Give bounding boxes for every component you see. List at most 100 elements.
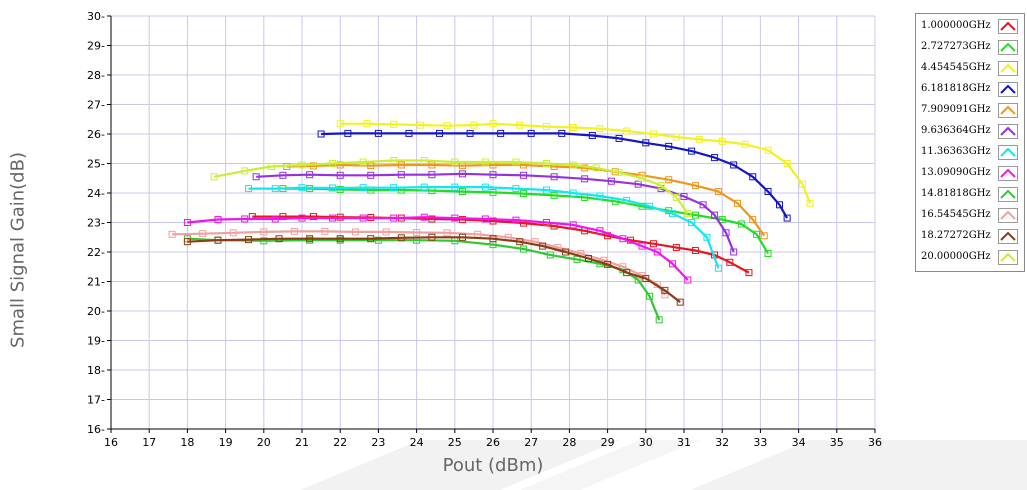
x-tick-label: 30	[639, 436, 653, 449]
data-point-marker	[329, 160, 337, 167]
legend-item-label: 6.181818GHz	[921, 83, 991, 94]
data-point-marker	[615, 168, 623, 176]
data-point-marker	[783, 160, 791, 167]
data-point-marker	[718, 216, 726, 224]
legend-item-label: 11.36363GHz	[921, 146, 991, 157]
data-point-marker	[665, 142, 673, 150]
data-point-marker	[619, 235, 627, 243]
legend-item: 16.54545GHz	[916, 206, 1024, 227]
data-point-marker	[245, 236, 253, 244]
data-point-marker	[443, 229, 451, 237]
data-point-marker	[271, 185, 279, 193]
data-point-marker	[691, 211, 699, 219]
data-point-marker	[359, 158, 367, 166]
x-tick-label: 19	[219, 436, 233, 449]
y-tick-label: 16-	[87, 423, 105, 436]
data-point-marker	[306, 171, 314, 179]
data-point-marker	[443, 122, 451, 130]
data-point-marker	[520, 171, 528, 179]
data-point-marker	[634, 180, 642, 188]
y-tick-label: 30-	[87, 10, 105, 23]
data-point-marker	[764, 146, 772, 154]
data-point-marker	[298, 184, 306, 192]
data-point-marker	[615, 134, 623, 142]
data-point-marker	[665, 176, 673, 184]
data-point-marker	[550, 191, 558, 199]
data-point-marker	[317, 130, 325, 138]
data-point-marker	[210, 173, 218, 181]
legend-item: 6.181818GHz	[916, 80, 1024, 101]
x-tick-label: 28	[562, 436, 576, 449]
x-tick-label: 18	[180, 436, 194, 449]
data-point-marker	[695, 135, 703, 143]
data-point-marker	[623, 269, 631, 277]
data-point-marker	[359, 184, 367, 192]
data-point-marker	[516, 121, 524, 129]
data-point-marker	[741, 140, 749, 148]
data-point-marker	[309, 162, 317, 170]
data-point-marker	[776, 201, 783, 209]
data-point-marker	[489, 171, 497, 179]
data-point-marker	[714, 264, 722, 272]
legend-item-label: 13.09090GHz	[921, 167, 991, 178]
legend-swatch	[998, 61, 1018, 76]
data-point-marker	[745, 269, 753, 277]
x-tick-label: 17	[142, 436, 156, 449]
x-tick-label: 35	[830, 436, 844, 449]
data-point-marker	[585, 254, 592, 262]
y-tick-label: 19-	[87, 335, 105, 348]
legend-item-label: 1.000000GHz	[921, 20, 991, 31]
data-point-marker	[390, 120, 398, 128]
x-tick-label: 23	[371, 436, 385, 449]
data-point-marker	[691, 247, 699, 255]
data-point-marker	[760, 232, 768, 240]
data-point-marker	[569, 124, 577, 132]
legend-swatch	[998, 103, 1018, 118]
data-point-marker	[684, 210, 692, 218]
legend-item-label: 20.00000GHz	[921, 251, 991, 262]
data-point-marker	[722, 229, 730, 237]
y-tick-label: 20-	[87, 305, 105, 318]
data-point-marker	[569, 189, 577, 197]
data-point-marker	[309, 213, 317, 221]
data-point-marker	[321, 227, 329, 235]
data-point-marker	[245, 185, 253, 193]
legend-item: 2.727273GHz	[916, 38, 1024, 59]
y-tick-label: 22-	[87, 246, 105, 259]
data-point-marker	[688, 147, 696, 155]
legend-swatch	[998, 250, 1018, 265]
data-point-marker	[267, 162, 275, 170]
x-tick-label: 29	[601, 436, 615, 449]
data-point-marker	[275, 235, 283, 243]
data-point-marker	[680, 193, 688, 201]
data-point-marker	[672, 193, 680, 201]
data-point-marker	[711, 211, 719, 219]
data-point-marker	[726, 258, 734, 266]
data-point-marker	[290, 227, 298, 235]
x-tick-label: 31	[677, 436, 691, 449]
data-point-marker	[458, 170, 466, 178]
legend-swatch	[998, 124, 1018, 139]
data-point-marker	[405, 129, 413, 137]
data-point-marker	[458, 188, 466, 196]
data-point-marker	[642, 139, 650, 147]
y-tick-label: 25-	[87, 158, 105, 171]
data-point-marker	[596, 227, 604, 235]
legend-swatch	[998, 187, 1018, 202]
data-point-marker	[329, 184, 337, 192]
legend-item: 13.09090GHz	[916, 164, 1024, 185]
x-tick-label: 20	[257, 436, 271, 449]
data-point-marker	[520, 245, 528, 253]
data-point-marker	[458, 216, 466, 224]
data-point-marker	[390, 184, 398, 192]
x-axis-label: Pout (dBm)	[442, 455, 544, 476]
data-point-marker	[718, 137, 726, 145]
data-point-marker	[512, 185, 520, 193]
legend-item-label: 4.454545GHz	[921, 62, 991, 73]
data-point-marker	[428, 171, 436, 179]
x-tick-label: 33	[753, 436, 767, 449]
data-point-marker	[569, 161, 577, 169]
data-point-marker	[655, 316, 663, 324]
